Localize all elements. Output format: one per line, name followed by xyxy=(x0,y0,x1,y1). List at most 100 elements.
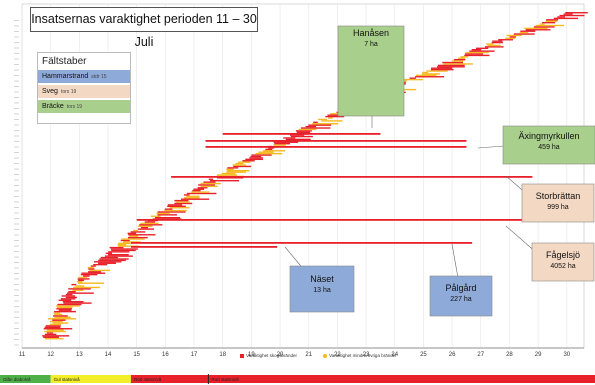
phase-label-1: Gul statsnivå xyxy=(53,377,80,382)
fire-bar-short xyxy=(71,283,77,286)
fire-bar-short xyxy=(251,154,272,156)
fire-bar-short xyxy=(43,328,73,330)
fire-bar-short xyxy=(245,158,263,161)
fire-bar-minor xyxy=(49,320,63,323)
x-tick-17: 17 xyxy=(190,352,198,358)
fire-bar-minor xyxy=(78,282,105,284)
series-legend-forest: Varaktighet skogsbränder xyxy=(240,353,297,358)
fire-bar-short xyxy=(249,157,263,159)
fire-bar-minor xyxy=(191,191,210,193)
fire-bar-minor xyxy=(72,289,84,291)
row-mark xyxy=(14,146,19,148)
fire-bar-short xyxy=(464,54,490,57)
fire-bar-short xyxy=(509,36,517,38)
fire-bar-short xyxy=(469,50,495,52)
fire-bar-minor xyxy=(535,24,564,27)
row-mark xyxy=(14,25,19,27)
fire-bar-short xyxy=(553,17,579,20)
fire-bar-short xyxy=(217,177,244,179)
fire-bar-minor xyxy=(487,44,501,47)
fire-bar-minor xyxy=(263,150,286,152)
fire-bar-minor xyxy=(539,23,545,25)
fire-bar-short xyxy=(93,263,108,266)
fire-bar-minor xyxy=(519,31,529,34)
fire-bar-minor xyxy=(53,312,61,314)
row-mark xyxy=(14,42,19,43)
row-mark xyxy=(14,97,19,98)
fire-bar-short xyxy=(52,319,66,321)
fire-bar-short xyxy=(492,40,503,42)
row-mark xyxy=(14,36,19,38)
fire-bar-short xyxy=(475,47,489,49)
fire-bar-short xyxy=(533,26,555,28)
fire-bar-minor xyxy=(226,171,247,173)
fire-bar-minor xyxy=(56,306,73,309)
x-tick-11: 11 xyxy=(18,352,26,358)
fire-bar-minor xyxy=(216,174,238,176)
fire-bar-short xyxy=(197,187,208,189)
fire-bar-minor xyxy=(156,212,170,215)
fire-bar-minor xyxy=(298,128,317,131)
row-mark xyxy=(14,234,19,236)
fire-bar-minor xyxy=(89,269,111,272)
fire-bar-short xyxy=(110,248,138,250)
fire-bar-short xyxy=(167,204,183,206)
fire-bar-minor xyxy=(458,57,465,59)
fire-bar-short xyxy=(289,134,305,136)
row-mark xyxy=(14,152,19,153)
fire-bar-short xyxy=(546,19,559,21)
fire-bar-short xyxy=(325,115,345,118)
fire-bar-minor xyxy=(226,170,250,172)
x-tick-29: 29 xyxy=(534,352,542,358)
row-mark xyxy=(14,141,19,142)
fire-bar-minor xyxy=(273,144,286,146)
fire-bar-minor xyxy=(226,168,234,170)
fire-bar-short xyxy=(542,21,556,24)
fire-bar-minor xyxy=(505,37,516,40)
fire-bar-short xyxy=(120,239,130,242)
fire-bar-short xyxy=(130,231,146,233)
fire-bar-minor xyxy=(54,316,71,319)
row-mark xyxy=(14,240,19,241)
fire-bar-short xyxy=(559,14,585,17)
row-mark xyxy=(14,267,19,269)
fire-bar-short xyxy=(557,16,566,18)
callout-fagelsjo: Fågelsjö 4052 ha xyxy=(545,250,581,270)
fire-bar-short xyxy=(295,130,312,132)
row-mark xyxy=(14,322,19,324)
fire-bar-minor xyxy=(118,242,131,245)
series-legend-minor: Varaktighet mindre/övriga bränder xyxy=(323,353,397,358)
fire-bar-minor xyxy=(52,322,69,324)
fire-bar-minor xyxy=(49,323,62,326)
fire-bar-minor xyxy=(460,56,469,58)
fire-bar-minor xyxy=(44,330,66,333)
fire-bar-short xyxy=(209,179,240,182)
fire-bar-short xyxy=(208,178,214,180)
fire-bar-short xyxy=(192,189,201,192)
fire-bar-short xyxy=(290,135,313,138)
fire-bar-minor xyxy=(237,161,251,163)
fire-bar-short xyxy=(265,148,273,151)
row-mark xyxy=(14,262,19,263)
fire-bar-minor xyxy=(47,318,77,320)
fire-bar-short xyxy=(193,188,205,190)
row-mark xyxy=(14,311,19,313)
row-mark xyxy=(14,174,19,175)
fire-bar-short xyxy=(274,142,291,145)
row-mark xyxy=(14,119,19,120)
x-tick-30: 30 xyxy=(563,352,571,358)
row-mark xyxy=(14,163,19,164)
fire-bar-short xyxy=(180,198,210,200)
fire-bar-short xyxy=(464,53,484,55)
fire-bar-short xyxy=(88,271,102,273)
row-mark xyxy=(14,190,19,192)
x-tick-15: 15 xyxy=(133,352,141,358)
x-tick-14: 14 xyxy=(104,352,112,358)
fire-bar-minor xyxy=(183,197,200,199)
phase-band-3 xyxy=(208,375,595,383)
fire-bar-short xyxy=(127,236,148,239)
row-mark xyxy=(14,75,19,76)
fire-bar-short xyxy=(104,255,133,257)
fire-bar-short xyxy=(430,67,453,69)
fire-bar-long xyxy=(130,242,473,244)
